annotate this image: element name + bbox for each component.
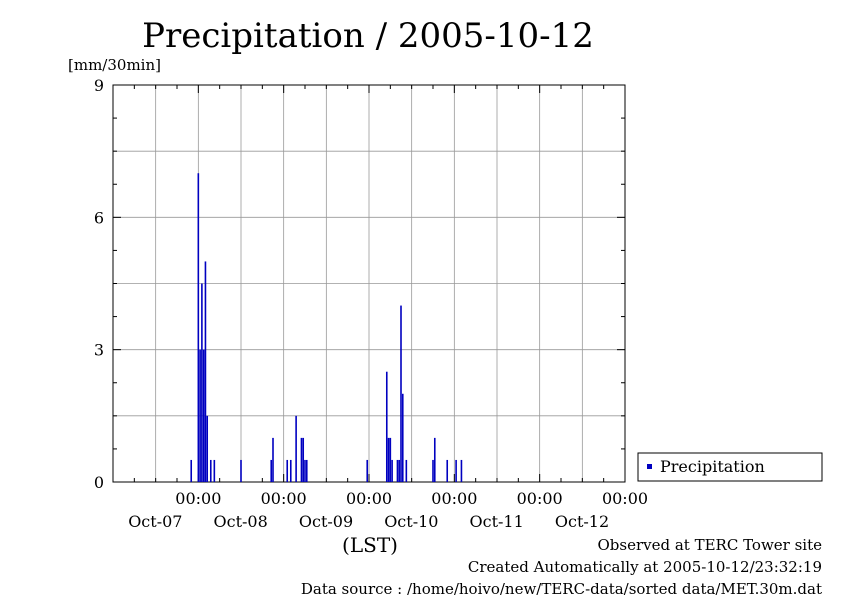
- precip-bar: [460, 459, 463, 482]
- precip-bar: [432, 459, 434, 482]
- precip-bar: [387, 437, 390, 482]
- x-tick-label-date: Oct-10: [384, 512, 438, 531]
- x-tick-label-date: Oct-09: [299, 512, 353, 531]
- precip-bar: [209, 459, 212, 482]
- footer-source: Data source : /home/hoivo/new/TERC-data/…: [301, 580, 822, 595]
- precip-bar: [270, 459, 273, 482]
- precip-bar: [391, 459, 393, 482]
- axis-ticks: [113, 84, 625, 483]
- precip-bar: [199, 349, 201, 482]
- legend-swatch: [647, 464, 652, 469]
- precip-bar: [400, 305, 402, 482]
- precip-bar: [405, 459, 408, 482]
- precip-bar: [433, 437, 436, 482]
- precip-bar: [190, 459, 193, 482]
- precip-bar: [304, 459, 306, 482]
- x-tick-label-time: 00:00: [517, 489, 563, 508]
- legend: Precipitation: [637, 452, 823, 482]
- precip-bar: [272, 437, 274, 482]
- precip-bar: [396, 459, 399, 482]
- x-tick-label-date: Oct-07: [128, 512, 182, 531]
- precip-bar: [302, 437, 305, 482]
- x-tick-labels: 00:00 Oct-07 00:00 Oct-08 00:00 Oct-09 00:00 Oc…: [128, 489, 648, 531]
- precip-bar: [300, 437, 303, 482]
- precip-bar: [366, 459, 369, 482]
- y-tick-label: 0: [94, 473, 104, 492]
- footer-created: Created Automatically at 2005-10-12/23:3…: [468, 558, 822, 576]
- x-tick-label-date: Oct-08: [214, 512, 268, 531]
- precip-bar: [240, 459, 242, 482]
- legend-label: Precipitation: [660, 457, 765, 476]
- precip-bar: [446, 459, 449, 482]
- y-tick-label: 9: [94, 76, 104, 95]
- precip-bar: [295, 415, 297, 482]
- precipitation-bars: [190, 173, 463, 482]
- precip-bar: [206, 415, 209, 482]
- grid-lines: [113, 85, 625, 482]
- precip-bar: [202, 349, 205, 482]
- footer-observed: Observed at TERC Tower site: [597, 536, 822, 554]
- precip-bar: [197, 173, 200, 482]
- y-tick-labels: 0 3 6 9: [94, 76, 104, 492]
- x-axis-label: (LST): [342, 533, 398, 557]
- precip-bar: [286, 459, 289, 482]
- precip-bar: [305, 459, 308, 482]
- x-tick-label-date: Oct-11: [470, 512, 524, 531]
- precip-bar: [455, 459, 457, 482]
- y-tick-label: 6: [94, 208, 104, 227]
- precip-bar: [385, 371, 388, 482]
- x-tick-label-time: 00:00: [346, 489, 392, 508]
- y-axis-label: [mm/30min]: [68, 56, 161, 74]
- precip-bar: [389, 437, 392, 482]
- y-tick-label: 3: [94, 341, 104, 360]
- precip-bar: [213, 459, 216, 482]
- x-tick-label-date: Oct-12: [555, 512, 609, 531]
- legend-box: [637, 452, 823, 482]
- chart-title: Precipitation / 2005-10-12: [142, 16, 594, 56]
- x-tick-label-time: 00:00: [175, 489, 221, 508]
- x-tick-label-time: 00:00: [431, 489, 477, 508]
- x-tick-label-time: 00:00: [261, 489, 307, 508]
- precip-bar: [201, 283, 203, 482]
- x-tick-label-time: 00:00: [602, 489, 648, 508]
- precip-bar: [398, 459, 401, 482]
- precip-bar: [401, 393, 404, 482]
- precip-bar: [289, 459, 292, 482]
- precip-bar: [204, 261, 207, 482]
